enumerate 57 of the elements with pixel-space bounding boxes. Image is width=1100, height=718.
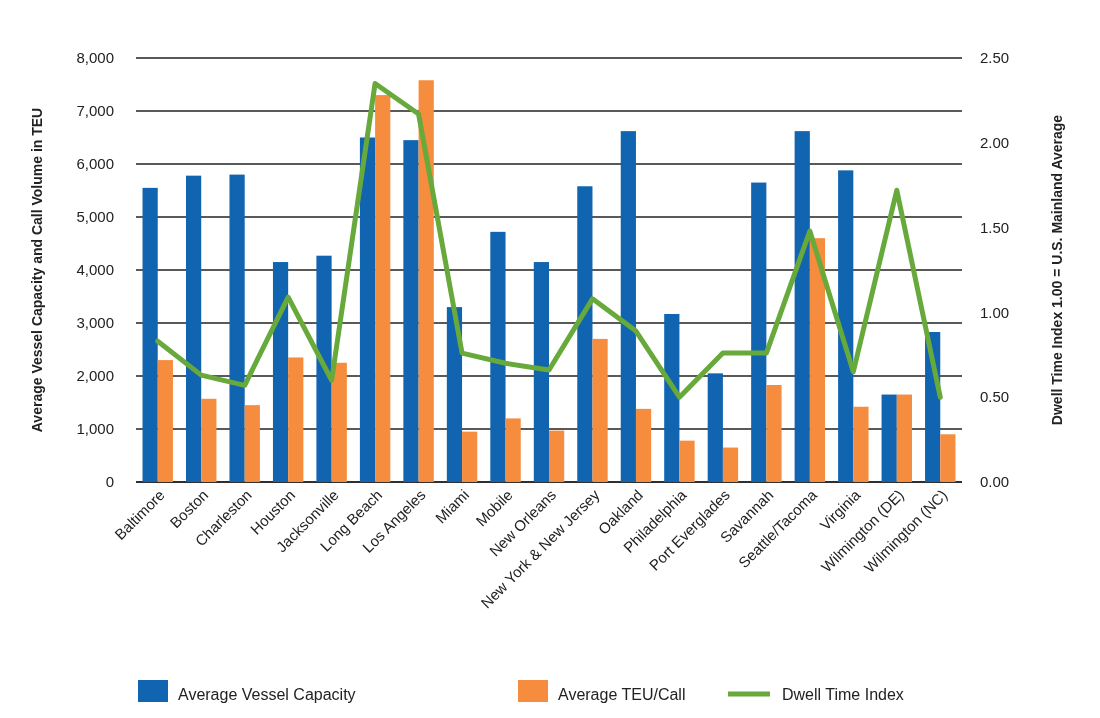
y2-tick-label: 2.00 [980,134,1010,152]
bar [896,394,912,482]
bar [592,338,608,482]
bar [679,440,695,482]
bar [881,394,897,482]
bar [462,431,478,482]
y-tick-label: 2,000 [76,367,114,385]
bar [838,170,854,482]
legend-label: Average TEU/Call [558,686,686,703]
y-tick-label: 3,000 [76,314,114,332]
bar [446,307,463,482]
bar [490,231,506,482]
y2-tick-label: 2.50 [980,49,1010,67]
bar [940,434,956,482]
bar [577,186,593,482]
y2-axis-title: Dwell Time Index 1.00 = U.S. Mainland Average [1049,114,1065,426]
legend-label: Dwell Time Index [782,686,904,703]
bar [157,360,173,482]
bar [272,262,289,482]
y-tick-label: 7,000 [76,102,114,120]
y2-tick-label: 1.50 [980,218,1010,236]
y-tick-label: 6,000 [76,155,114,173]
bar [794,131,810,482]
y-axis-title: Average Vessel Capacity and Call Volume in TEU [29,107,45,433]
y2-tick-label: 0.50 [980,388,1010,406]
bar [316,255,332,482]
bar [229,174,245,482]
bar [722,447,739,482]
y2-tick-label: 0.00 [980,473,1010,491]
bar [809,238,826,482]
y-tick-label: 4,000 [76,261,114,279]
bar [549,430,565,482]
y-tick-label: 5,000 [76,208,114,226]
bar [403,140,419,482]
bar [853,406,869,482]
bar [331,362,347,482]
bar [359,137,376,482]
y-tick-label: 8,000 [76,49,114,67]
bar [533,262,549,482]
legend-label: Average Vessel Capacity [178,686,356,703]
bar [201,398,217,482]
y-tick-label: 1,000 [76,420,114,438]
bar [620,131,636,482]
bar [418,80,434,482]
bar [244,405,260,482]
bar [142,187,158,482]
bar [664,313,680,482]
bar [751,182,767,482]
bar [505,418,521,482]
bar [288,357,304,482]
bar [707,373,723,482]
bar [635,408,652,482]
bar [186,175,202,482]
y2-tick-label: 1.00 [980,303,1010,321]
bar [375,95,391,482]
bar [766,385,782,482]
y-tick-label: 0 [105,473,114,491]
